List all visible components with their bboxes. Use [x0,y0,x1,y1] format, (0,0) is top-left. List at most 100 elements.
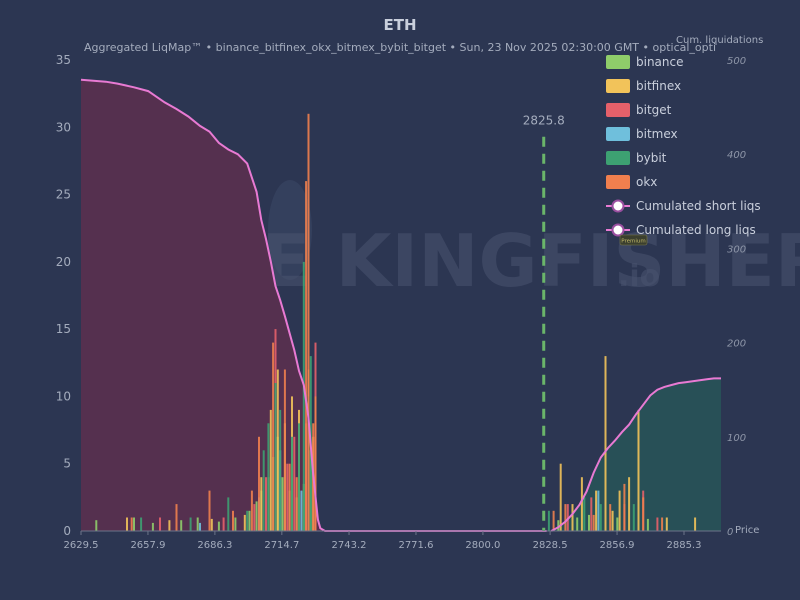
bar-bitfinex [628,477,631,531]
bar-bitget [293,436,296,531]
bar-okx [283,369,286,531]
bar-bybit [262,450,265,531]
bar-okx [130,517,133,531]
bar-bitmex [597,490,600,531]
legend-label: Cumulated long liqs [636,223,756,237]
bar-binance [557,520,560,531]
long-liqs-area [81,79,547,532]
bar-bitget [253,504,256,531]
chart-title: ETH [383,16,417,34]
x-axis-label: Price [735,525,759,536]
bar-bitfinex [637,409,640,531]
legend-marker-icon [611,223,625,237]
bar-bybit [632,504,635,531]
y-tick-label: 30 [56,120,71,134]
bar-bitget [566,504,569,531]
bar-bitget [656,517,659,531]
y2-tick-label: 300 [727,244,746,255]
bar-bitfinex [604,356,607,531]
bar-bybit [298,423,300,531]
bar-okx [314,396,317,531]
bar-bybit [274,383,277,531]
short-liqs-area [551,378,721,531]
legend-swatch-bybit [606,151,630,165]
bar-okx [564,504,567,531]
bar-okx [592,514,595,531]
bar-okx [295,477,298,531]
bar-okx [232,510,234,531]
bar-bybit [599,504,602,531]
bar-binance [576,517,579,531]
bar-binance [616,517,619,531]
bar-bitfinex [665,517,668,531]
bar-binance [248,510,251,531]
bar-binance [95,520,98,531]
legend-label: binance [636,55,684,69]
bar-okx [642,497,645,531]
bar-okx [288,463,291,531]
x-tick-label: 2885.3 [666,540,701,551]
bar-binance [281,477,284,531]
bar-bybit [267,423,270,531]
bar-okx [609,504,612,531]
bar-bitfinex [168,520,171,531]
bar-binance [255,501,258,531]
x-tick-label: 2743.2 [332,540,367,551]
bar-bitget [590,497,593,531]
bar-bitfinex [595,490,598,531]
y-tick-label: 5 [63,457,71,471]
bar-bybit [189,517,192,531]
bar-binance [151,522,154,531]
y2-axis-label: Cum. liquidations [676,35,763,46]
legend-swatch-bitfinex [606,79,630,93]
x-tick-label: 2629.5 [64,540,99,551]
x-tick-label: 2714.7 [264,540,299,551]
bar-binance [234,517,237,531]
chart-subtitle: Aggregated LiqMap™ • binance_bitfinex_ok… [83,41,717,54]
bar-okx [250,490,253,531]
bar-bitfinex [571,504,574,531]
bar-bybit [583,497,586,531]
premium-badge-text: Premium [621,239,645,245]
y2-tick-label: 400 [727,150,746,161]
cumulated-short-liqs-line [550,377,721,532]
bar-okx [661,517,664,531]
bar-bitmex [300,490,303,531]
bar-bitfinex [559,463,562,531]
bar-binance [180,520,183,531]
bar-bitfinex [694,517,697,531]
bar-bitfinex [276,369,279,531]
legend-swatch-bitmex [606,127,630,141]
y2-tick-label: 500 [727,56,746,67]
bar-bitfinex [618,490,621,531]
legend-label: Cumulated short liqs [636,199,761,213]
y2-axis-ticks: 0 100 200 300 400 500 [727,56,746,538]
bar-binance [133,517,135,531]
y-tick-label: 35 [56,53,71,67]
bar-binance [588,514,590,531]
y-axis-ticks: 0 5 10 15 20 25 30 35 [56,53,71,538]
bar-bitfinex [269,409,272,531]
watermark-suffix: .io [618,259,660,294]
bar-bitfinex [210,518,213,531]
legend-label: bitget [636,103,672,117]
bar-bybit [279,409,282,531]
x-tick-label: 2657.9 [130,540,165,551]
bar-okx [307,113,310,531]
bar-bybit [227,497,230,531]
premium-badge: Premium [619,234,648,246]
legend-label: bitmex [636,127,678,141]
bar-bitget [159,517,161,531]
cumulated-long-liqs-line [80,78,547,532]
y-tick-label: 15 [56,322,71,336]
legend-marker-icon [611,199,625,213]
legend-label: bitfinex [636,79,681,93]
bar-okx [623,483,626,531]
legend: binance bitfinex bitget bitmex bybit okx Cumul… [606,55,761,237]
legend-swatch-okx [606,175,630,189]
bar-okx [175,504,178,531]
bar-bitfinex [580,477,583,531]
bar-bitfinex [260,477,263,531]
y2-tick-label: 0 [727,527,733,538]
bar-binance [646,518,649,531]
